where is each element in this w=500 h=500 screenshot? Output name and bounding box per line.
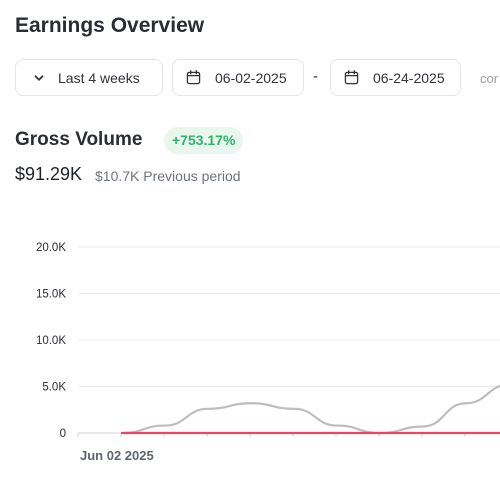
chevron-down-icon <box>34 74 44 81</box>
y-tick-label: 20.0K <box>36 242 66 254</box>
end-date-picker[interactable]: 06-24-2025 <box>330 59 461 96</box>
start-date-value: 06-02-2025 <box>215 69 287 86</box>
gross-volume-chart: 20.0K 15.0K 10.0K 5.0K 0 Jun 02 2025 <box>36 242 500 463</box>
y-tick-label: 10.0K <box>36 335 66 347</box>
y-tick-label: 5.0K <box>42 382 66 394</box>
calendar-icon <box>344 70 359 85</box>
metric-title: Gross Volume <box>15 129 143 150</box>
y-tick-label: 0 <box>60 428 66 440</box>
y-tick-label: 15.0K <box>36 289 66 301</box>
metric-value: $91.29K <box>15 164 83 184</box>
change-badge: +753.17% <box>164 127 244 154</box>
date-range-dropdown[interactable]: Last 4 weeks <box>15 59 163 96</box>
end-date-value: 06-24-2025 <box>373 69 445 86</box>
date-separator: - <box>313 68 318 85</box>
start-date-picker[interactable]: 06-02-2025 <box>172 59 304 96</box>
page-title: Earnings Overview <box>15 14 205 37</box>
date-range-label: Last 4 weeks <box>58 69 140 86</box>
x-tick-label: Jun 02 2025 <box>80 448 154 463</box>
previous-period-line <box>120 384 500 435</box>
calendar-icon <box>186 70 201 85</box>
current-period-line <box>120 431 500 435</box>
compare-toggle[interactable]: cor <box>480 71 499 86</box>
previous-period-value: $10.7K Previous period <box>95 168 241 184</box>
